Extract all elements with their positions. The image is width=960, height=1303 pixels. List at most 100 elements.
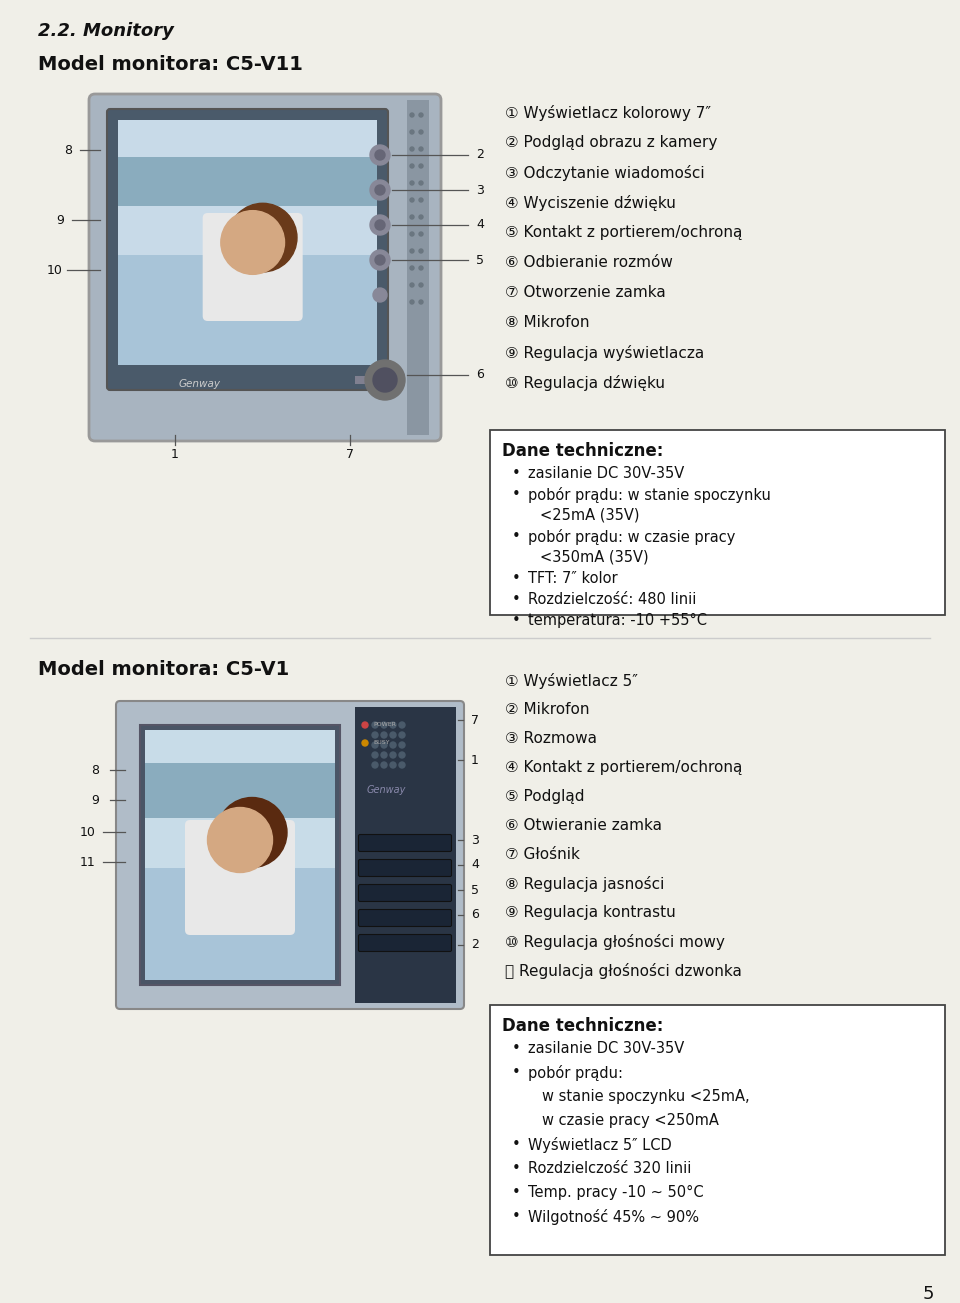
Text: pobór prądu: w stanie spoczynku: pobór prądu: w stanie spoczynku xyxy=(528,487,771,503)
Text: 10: 10 xyxy=(47,263,63,276)
Text: 1: 1 xyxy=(171,448,179,461)
Text: zasilanie DC 30V-35V: zasilanie DC 30V-35V xyxy=(528,1041,684,1055)
Text: ⑥ Otwieranie zamka: ⑥ Otwieranie zamka xyxy=(505,818,662,833)
Text: <25mA (35V): <25mA (35V) xyxy=(540,508,639,523)
Circle shape xyxy=(390,722,396,728)
Circle shape xyxy=(390,762,396,767)
Circle shape xyxy=(390,732,396,737)
Circle shape xyxy=(419,300,423,304)
Text: 3: 3 xyxy=(471,834,479,847)
Circle shape xyxy=(375,220,385,231)
Text: pobór prądu:: pobór prądu: xyxy=(528,1065,623,1081)
Text: 6: 6 xyxy=(471,908,479,921)
Circle shape xyxy=(410,113,414,117)
Text: Dane techniczne:: Dane techniczne: xyxy=(502,442,663,460)
Bar xyxy=(145,762,335,817)
Circle shape xyxy=(375,150,385,160)
Text: 9: 9 xyxy=(56,214,64,227)
Circle shape xyxy=(207,808,273,873)
FancyBboxPatch shape xyxy=(358,860,451,877)
Text: 4: 4 xyxy=(476,219,484,232)
Text: Genway: Genway xyxy=(367,784,406,795)
Circle shape xyxy=(228,203,297,272)
Text: ⑪ Regulacja głośności dzwonka: ⑪ Regulacja głośności dzwonka xyxy=(505,963,742,979)
Circle shape xyxy=(372,752,378,758)
Text: ① Wyświetlacz kolorowy 7″: ① Wyświetlacz kolorowy 7″ xyxy=(505,106,711,121)
FancyBboxPatch shape xyxy=(89,94,441,440)
Circle shape xyxy=(372,741,378,748)
Circle shape xyxy=(370,250,390,270)
Circle shape xyxy=(399,762,405,767)
Circle shape xyxy=(410,215,414,219)
Circle shape xyxy=(419,266,423,270)
Text: TFT: 7″ kolor: TFT: 7″ kolor xyxy=(528,571,617,586)
Text: Model monitora: C5-V1: Model monitora: C5-V1 xyxy=(38,661,289,679)
Text: 5: 5 xyxy=(471,883,479,896)
Text: ① Wyświetlacz 5″: ① Wyświetlacz 5″ xyxy=(505,674,638,689)
Circle shape xyxy=(410,300,414,304)
Circle shape xyxy=(372,722,378,728)
Circle shape xyxy=(370,215,390,235)
Bar xyxy=(407,100,429,435)
Circle shape xyxy=(390,752,396,758)
Circle shape xyxy=(410,181,414,185)
Text: 4: 4 xyxy=(471,859,479,872)
Circle shape xyxy=(373,288,387,302)
Text: w stanie spoczynku <25mA,: w stanie spoczynku <25mA, xyxy=(542,1089,750,1104)
Text: ② Podgląd obrazu z kamery: ② Podgląd obrazu z kamery xyxy=(505,136,717,150)
Circle shape xyxy=(362,740,368,747)
Circle shape xyxy=(399,722,405,728)
Text: Model monitora: C5-V11: Model monitora: C5-V11 xyxy=(38,55,302,74)
Text: Temp. pracy -10 ∼ 50°C: Temp. pracy -10 ∼ 50°C xyxy=(528,1184,704,1200)
Text: ③ Rozmowa: ③ Rozmowa xyxy=(505,731,597,747)
Text: •: • xyxy=(512,592,520,607)
Text: Genway: Genway xyxy=(179,379,221,390)
Circle shape xyxy=(375,185,385,195)
Circle shape xyxy=(410,147,414,151)
Text: Rozdzielczość: 480 linii: Rozdzielczość: 480 linii xyxy=(528,592,696,607)
Circle shape xyxy=(419,130,423,134)
Circle shape xyxy=(365,360,405,400)
Circle shape xyxy=(419,113,423,117)
Text: 8: 8 xyxy=(64,143,72,156)
Text: Rozdzielczość 320 linii: Rozdzielczość 320 linii xyxy=(528,1161,691,1177)
Bar xyxy=(355,708,456,1003)
Circle shape xyxy=(221,211,284,275)
Text: Dane techniczne:: Dane techniczne: xyxy=(502,1018,663,1035)
Text: ⑨ Regulacja kontrastu: ⑨ Regulacja kontrastu xyxy=(505,906,676,920)
Text: 3: 3 xyxy=(476,184,484,197)
Text: 2: 2 xyxy=(471,938,479,951)
Circle shape xyxy=(410,130,414,134)
Circle shape xyxy=(399,732,405,737)
Bar xyxy=(118,120,377,365)
Text: <350mA (35V): <350mA (35V) xyxy=(540,550,649,566)
Circle shape xyxy=(419,283,423,287)
FancyBboxPatch shape xyxy=(358,885,451,902)
Text: •: • xyxy=(512,529,520,543)
Text: ⑨ Regulacja wyświetlacza: ⑨ Regulacja wyświetlacza xyxy=(505,345,705,361)
Circle shape xyxy=(390,741,396,748)
Text: •: • xyxy=(512,1161,520,1177)
Text: ③ Odczytanie wiadomości: ③ Odczytanie wiadomości xyxy=(505,165,705,181)
FancyBboxPatch shape xyxy=(358,834,451,851)
Text: 5: 5 xyxy=(476,254,484,267)
Text: 11: 11 xyxy=(80,856,96,869)
Circle shape xyxy=(399,741,405,748)
Circle shape xyxy=(372,762,378,767)
Text: Wilgotność 45% ∼ 90%: Wilgotność 45% ∼ 90% xyxy=(528,1209,699,1225)
Circle shape xyxy=(419,198,423,202)
Text: 7: 7 xyxy=(346,448,354,461)
Text: ⑦ Otworzenie zamka: ⑦ Otworzenie zamka xyxy=(505,285,665,300)
Text: pobór prądu: w czasie pracy: pobór prądu: w czasie pracy xyxy=(528,529,735,545)
FancyBboxPatch shape xyxy=(107,109,388,390)
Text: 2: 2 xyxy=(476,149,484,162)
Text: ⑤ Podgląd: ⑤ Podgląd xyxy=(505,790,585,804)
Text: ② Mikrofon: ② Mikrofon xyxy=(505,702,589,717)
Text: Wyświetlacz 5″ LCD: Wyświetlacz 5″ LCD xyxy=(528,1138,672,1153)
Circle shape xyxy=(410,249,414,253)
Bar xyxy=(355,377,373,384)
Text: •: • xyxy=(512,487,520,502)
Bar xyxy=(490,1005,945,1255)
Circle shape xyxy=(381,722,387,728)
Text: ⑧ Mikrofon: ⑧ Mikrofon xyxy=(505,315,589,330)
